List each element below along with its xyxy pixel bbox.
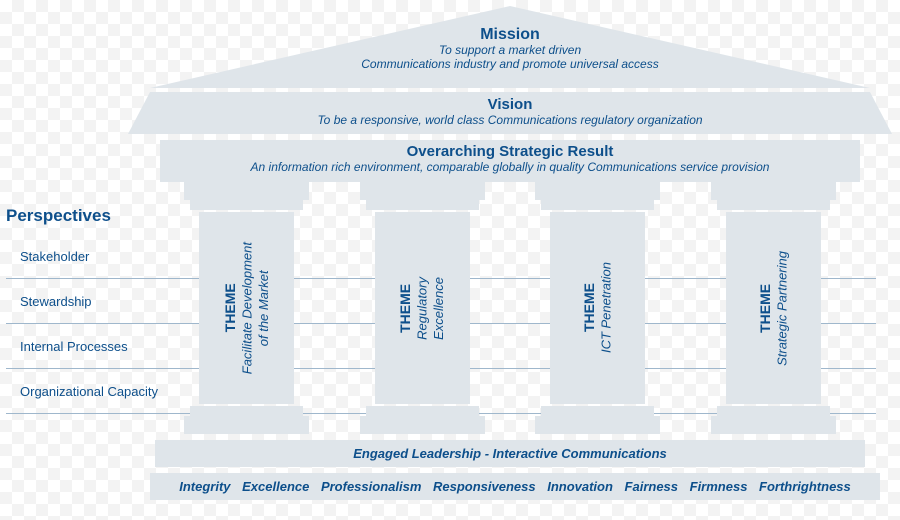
pillar-capital2 bbox=[190, 200, 303, 210]
strategic-result-title: Overarching Strategic Result bbox=[160, 143, 860, 160]
architrave-strategic-result: Overarching Strategic Result An informat… bbox=[160, 140, 860, 182]
pillar-theme-name: ICT Penetration bbox=[598, 262, 614, 353]
foundation-leadership: Engaged Leadership - Interactive Communi… bbox=[155, 440, 865, 467]
pillar: THEME Regulatory Excellence bbox=[370, 182, 475, 434]
pillar-base2 bbox=[717, 406, 830, 416]
pillar-label: THEME Regulatory Excellence bbox=[397, 277, 447, 340]
perspective-label: Stakeholder bbox=[6, 249, 89, 264]
temple-diagram: Mission To support a market driven Commu… bbox=[150, 6, 870, 506]
roof-text: Mission To support a market driven Commu… bbox=[150, 26, 870, 72]
perspective-label: Organizational Capacity bbox=[6, 384, 158, 399]
pillar-shaft: THEME Strategic Partnering bbox=[726, 212, 821, 404]
foundation-values: Integrity Excellence Professionalism Res… bbox=[150, 473, 880, 500]
strategic-result-sub: An information rich environment, compara… bbox=[160, 160, 860, 174]
pillar-capital2 bbox=[717, 200, 830, 210]
pillar-theme-word: THEME bbox=[581, 262, 599, 353]
pediment-vision: Vision To be a responsive, world class C… bbox=[150, 92, 870, 134]
mission-sub2: Communications industry and promote univ… bbox=[150, 58, 870, 72]
pillar-capital bbox=[184, 182, 309, 200]
vision-title: Vision bbox=[150, 96, 870, 113]
pillar-theme-name: Strategic Partnering bbox=[774, 251, 790, 366]
pillar-theme-word: THEME bbox=[397, 277, 415, 340]
pillar-capital bbox=[535, 182, 660, 200]
pillar-shaft: THEME Facilitate Development of the Mark… bbox=[199, 212, 294, 404]
pillar-theme-name: Regulatory bbox=[415, 277, 431, 340]
roof-mission: Mission To support a market driven Commu… bbox=[150, 6, 870, 88]
pillar-base2 bbox=[541, 406, 654, 416]
pillar-label: THEME Facilitate Development of the Mark… bbox=[222, 242, 272, 374]
mission-sub1: To support a market driven bbox=[150, 44, 870, 58]
pillars-row: THEME Facilitate Development of the Mark… bbox=[160, 182, 860, 434]
mission-title: Mission bbox=[150, 26, 870, 44]
pillar-base2 bbox=[190, 406, 303, 416]
pillar: THEME Strategic Partnering bbox=[721, 182, 826, 434]
pillar-base bbox=[711, 416, 836, 434]
pillar-base bbox=[184, 416, 309, 434]
pillar-shaft: THEME Regulatory Excellence bbox=[375, 212, 470, 404]
pillar-shaft: THEME ICT Penetration bbox=[550, 212, 645, 404]
pillar-base2 bbox=[366, 406, 479, 416]
pediment-text: Vision To be a responsive, world class C… bbox=[150, 92, 870, 134]
pillar-theme-word: THEME bbox=[222, 242, 240, 374]
perspective-label: Stewardship bbox=[6, 294, 92, 309]
vision-sub: To be a responsive, world class Communic… bbox=[150, 113, 870, 127]
pillar-capital bbox=[711, 182, 836, 200]
perspective-label: Internal Processes bbox=[6, 339, 128, 354]
pillar-theme-name: Facilitate Development bbox=[239, 242, 255, 374]
pillar: THEME ICT Penetration bbox=[545, 182, 650, 434]
pillar-capital2 bbox=[541, 200, 654, 210]
pillar-capital2 bbox=[366, 200, 479, 210]
pillar-label: THEME ICT Penetration bbox=[581, 262, 615, 353]
pillar-theme-name2: of the Market bbox=[255, 242, 271, 374]
pillar-theme-name2: Excellence bbox=[431, 277, 447, 340]
pillar-capital bbox=[360, 182, 485, 200]
pillar-label: THEME Strategic Partnering bbox=[757, 251, 791, 366]
pillar-theme-word: THEME bbox=[757, 251, 775, 366]
pillar-base bbox=[535, 416, 660, 434]
pillar-base bbox=[360, 416, 485, 434]
pillar: THEME Facilitate Development of the Mark… bbox=[194, 182, 299, 434]
